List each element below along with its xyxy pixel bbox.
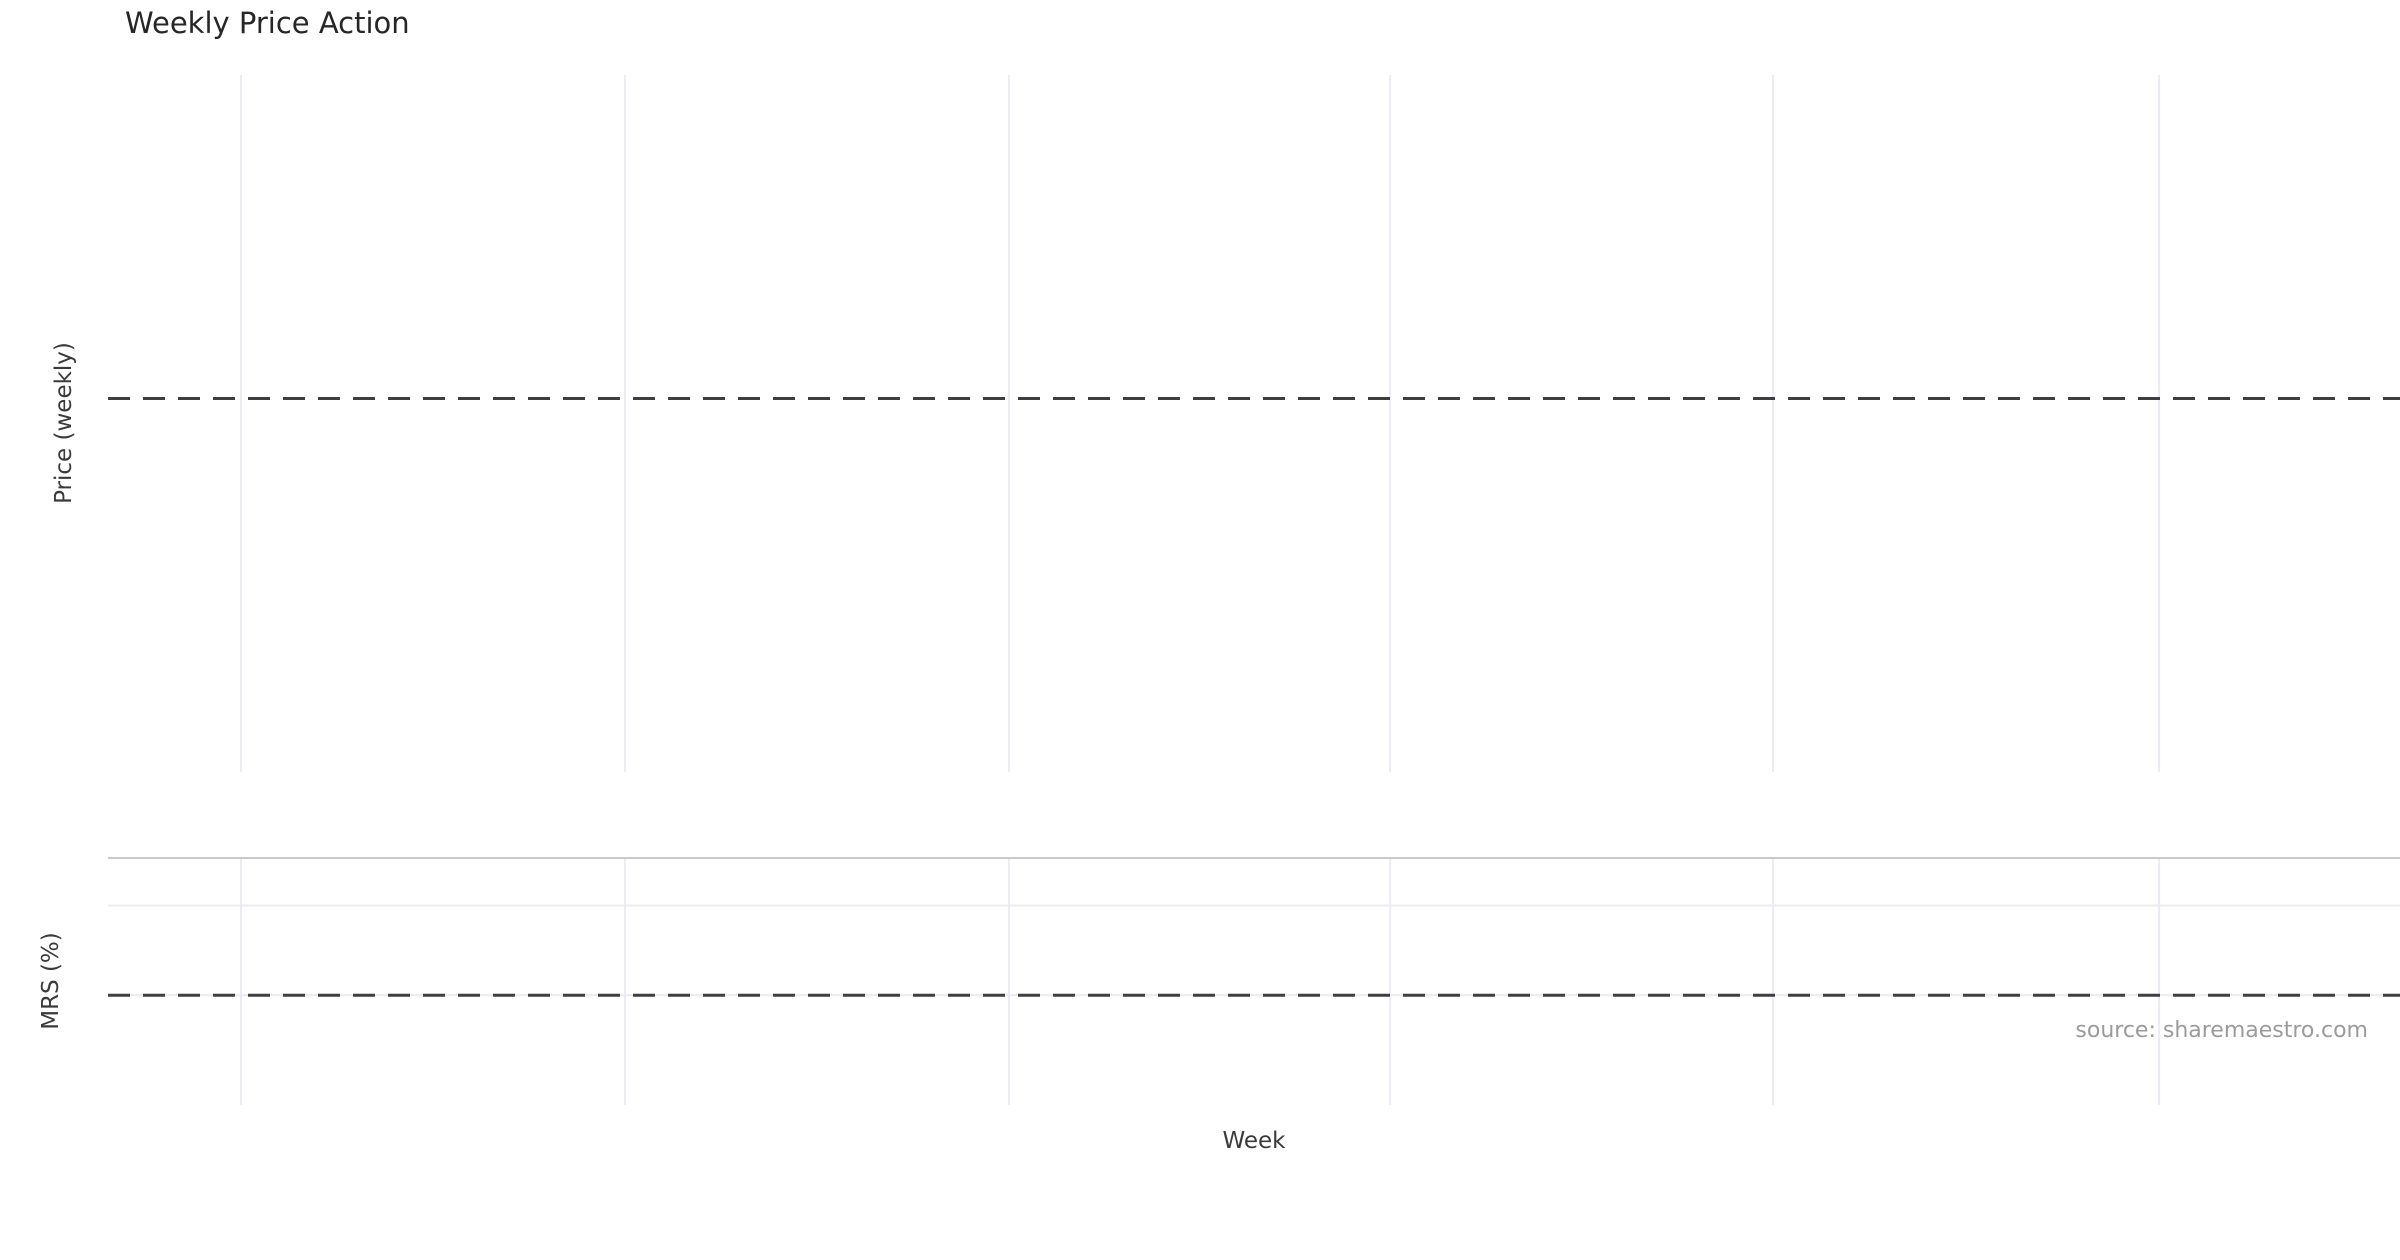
mrs-y-axis-label: MRS (%): [38, 932, 64, 1030]
price-y-axis-label: Price (weekly): [51, 342, 77, 504]
page-title: Weekly Price Action: [125, 6, 410, 40]
x-axis-label: Week: [1222, 1128, 1286, 1154]
source-note: source: sharemaestro.com: [2075, 1018, 2368, 1043]
